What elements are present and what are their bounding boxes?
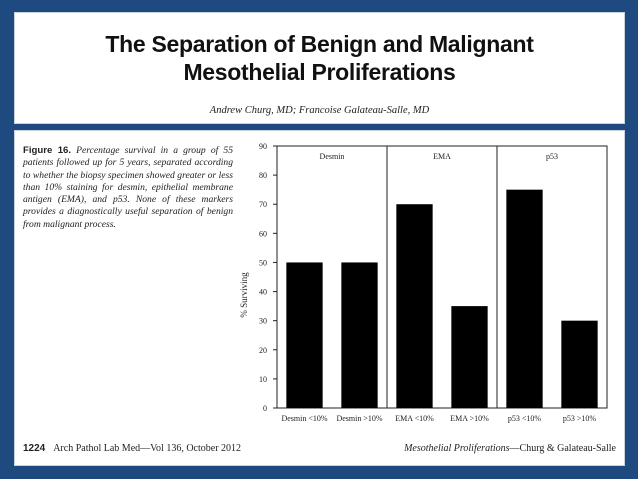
group-label: Desmin bbox=[320, 152, 345, 161]
title-line-2: Mesothelial Proliferations bbox=[183, 59, 456, 85]
journal-citation: Arch Pathol Lab Med—Vol 136, October 201… bbox=[53, 443, 242, 454]
plot-frame bbox=[276, 145, 608, 409]
x-tick-label: p53 >10% bbox=[563, 414, 597, 423]
x-tick-label: EMA <10% bbox=[395, 414, 434, 423]
title-line-1: The Separation of Benign and Malignant bbox=[105, 31, 534, 57]
running-authors: —Churg & Galateau-Salle bbox=[509, 443, 616, 454]
y-tick-label: 60 bbox=[259, 229, 267, 238]
bar bbox=[396, 204, 433, 408]
group-labels: Desmin EMA p53 bbox=[320, 152, 558, 161]
running-header: Mesothelial Proliferations—Churg & Galat… bbox=[404, 443, 616, 454]
bars bbox=[286, 189, 598, 408]
bar bbox=[286, 262, 323, 408]
y-tick-label: 40 bbox=[259, 288, 267, 297]
authors: Andrew Churg, MD; Francoise Galateau-Sal… bbox=[209, 105, 430, 116]
y-tick-label: 90 bbox=[259, 142, 267, 151]
x-tick-labels: Desmin <10% Desmin >10% EMA <10% EMA >10% p5… bbox=[281, 414, 596, 423]
y-tick-label: 70 bbox=[259, 200, 267, 209]
group-label: EMA bbox=[433, 152, 451, 161]
x-tick-label: Desmin <10% bbox=[281, 414, 327, 423]
page-number: 1224 bbox=[23, 443, 46, 454]
running-title: Mesothelial Proliferations bbox=[404, 443, 510, 454]
x-tick-label: p53 <10% bbox=[508, 414, 542, 423]
x-tick-label: EMA >10% bbox=[450, 414, 489, 423]
bar bbox=[506, 189, 543, 408]
y-tick-label: 10 bbox=[259, 375, 267, 384]
survival-bar-chart: 0 10 20 30 40 50 60 70 80 90 Desmin EMA p53 Desmin … bbox=[239, 142, 608, 423]
bar bbox=[451, 306, 488, 408]
x-tick-label: Desmin >10% bbox=[336, 414, 382, 423]
y-axis-label: % Surviving bbox=[239, 272, 249, 318]
bar bbox=[561, 320, 598, 408]
figure-caption: Figure 16. Percentage survival in a grou… bbox=[23, 145, 233, 231]
y-axis: 0 10 20 30 40 50 60 70 80 90 bbox=[259, 142, 277, 413]
y-tick-label: 80 bbox=[259, 171, 267, 180]
group-dividers bbox=[386, 146, 498, 408]
group-label: p53 bbox=[546, 152, 558, 161]
bar bbox=[341, 262, 378, 408]
figure-label: Figure 16. bbox=[23, 145, 72, 156]
y-tick-label: 30 bbox=[259, 317, 267, 326]
figure-caption-text: Percentage survival in a group of 55 pat… bbox=[23, 145, 233, 230]
header-panel: The Separation of Benign and Malignant M… bbox=[14, 12, 625, 124]
y-tick-label: 50 bbox=[259, 258, 267, 267]
content-panel: Figure 16. Percentage survival in a grou… bbox=[14, 130, 625, 466]
footer-citation: 1224 Arch Pathol Lab Med—Vol 136, Octobe… bbox=[23, 443, 241, 454]
y-tick-label: 0 bbox=[263, 404, 267, 413]
y-tick-label: 20 bbox=[259, 346, 267, 355]
